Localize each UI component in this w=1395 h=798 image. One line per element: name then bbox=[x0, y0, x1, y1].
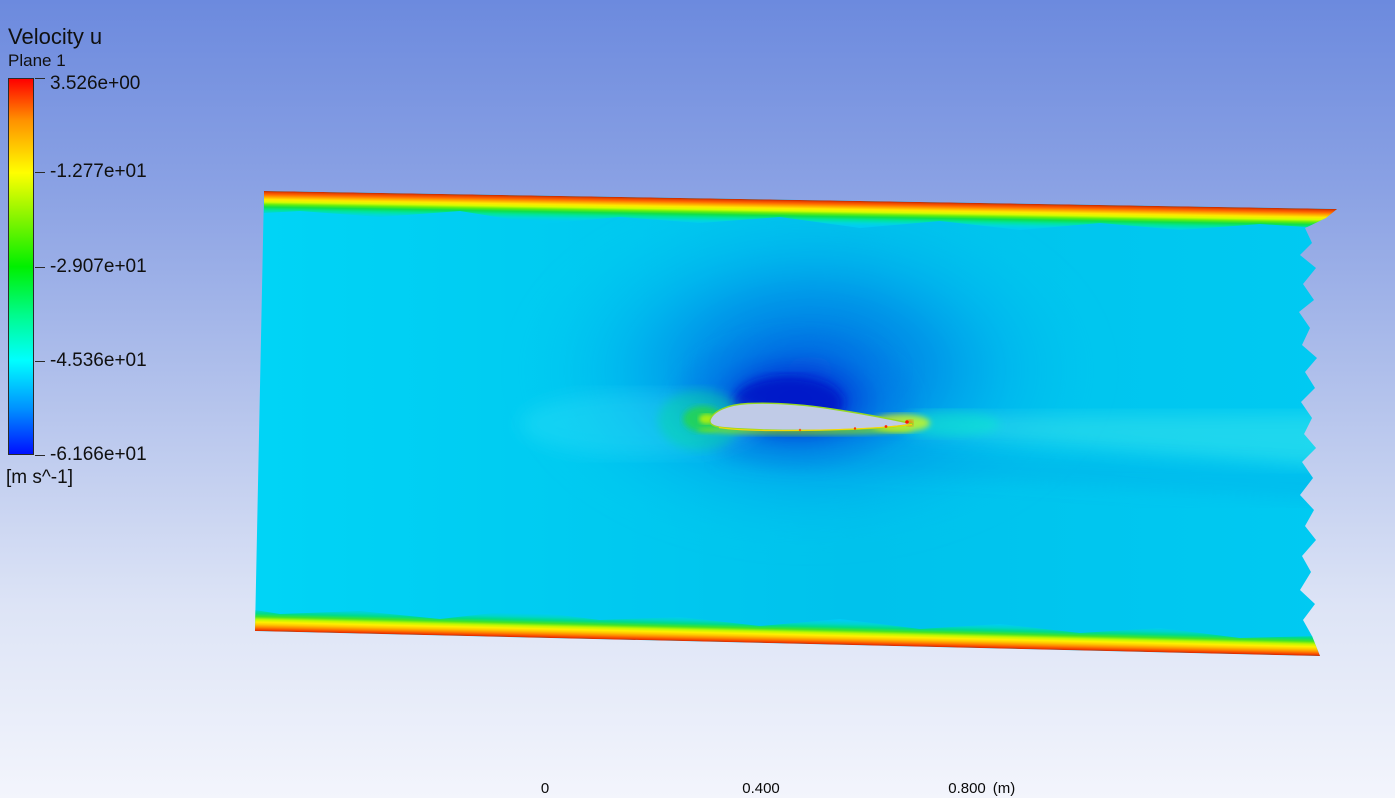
wake-dark-underband bbox=[720, 444, 1337, 502]
legend-subtitle: Plane 1 bbox=[8, 51, 66, 70]
colorbar-label: -2.907e+01 bbox=[50, 255, 147, 277]
colorbar-tick bbox=[35, 266, 45, 268]
colorbar-label: -4.536e+01 bbox=[50, 349, 147, 371]
bottom-wall-boundary-layer bbox=[255, 610, 1320, 656]
legend-unit: [m s^-1] bbox=[6, 467, 73, 488]
colorbar-label: 3.526e+00 bbox=[50, 72, 141, 94]
scale-ruler: 0 0.400 0.800 (m) bbox=[0, 778, 1395, 798]
colorbar-tick bbox=[35, 455, 45, 456]
lower-surface-red-speck-1 bbox=[884, 425, 888, 428]
colorbar-tick bbox=[35, 78, 45, 79]
airfoil-lower-surface-yellow-line bbox=[718, 423, 913, 432]
legend-title: Velocity u bbox=[8, 24, 103, 49]
lower-surface-red-speck-3 bbox=[798, 428, 802, 432]
colorbar-tick bbox=[35, 172, 45, 174]
wake-bright-streak bbox=[913, 414, 1337, 468]
colorbar-tick bbox=[35, 360, 45, 362]
colorbar-label: -6.166e+01 bbox=[50, 444, 147, 465]
colorbar-label: -1.277e+01 bbox=[50, 161, 147, 183]
legend: Velocity u Plane 1 3.526e+00 -1.277e+01 … bbox=[6, 24, 198, 489]
ruler-unit-label: (m) bbox=[992, 780, 1016, 797]
ruler-label-0.8: 0.800 bbox=[948, 780, 986, 797]
colorbar bbox=[8, 78, 34, 455]
trailing-edge-red-spot bbox=[905, 420, 909, 424]
top-wall-boundary-layer bbox=[264, 191, 1337, 230]
colorbar-wrap: 3.526e+00 -1.277e+01 -2.907e+01 -4.536e+… bbox=[8, 73, 198, 465]
lower-surface-red-speck-2 bbox=[853, 427, 857, 430]
ruler-label-0: 0 bbox=[540, 780, 550, 797]
ruler-label-0.4: 0.400 bbox=[742, 780, 780, 797]
